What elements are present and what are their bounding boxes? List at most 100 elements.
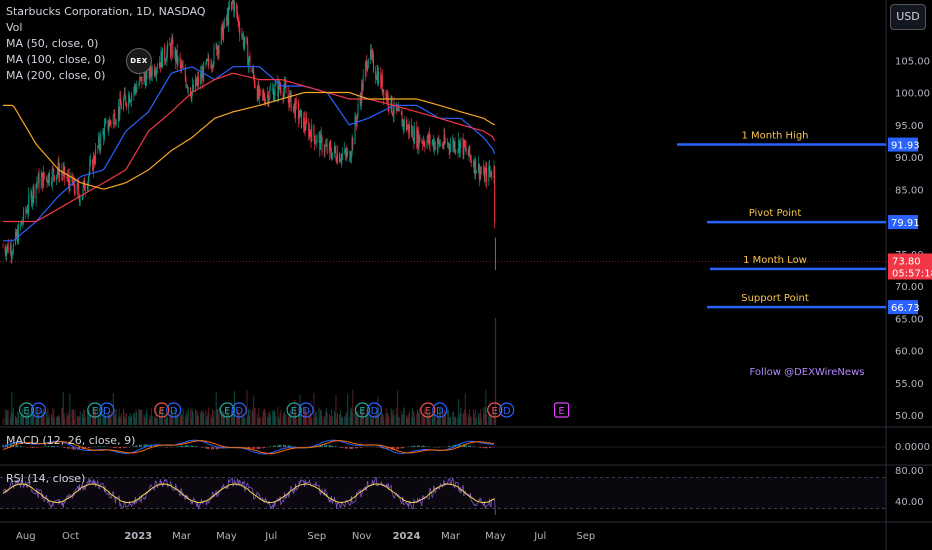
indicator-ma200[interactable]: MA (200, close, 0) [6, 69, 106, 82]
rsi-label[interactable]: RSI (14, close) [6, 472, 86, 485]
volume-bar [283, 412, 285, 425]
dividend-marker[interactable]: D [99, 402, 115, 418]
ma50-line[interactable] [3, 66, 496, 242]
volume-bar [460, 407, 462, 425]
candle-body [37, 182, 39, 184]
macd-histogram-bar [349, 447, 351, 449]
volume-bar [381, 413, 383, 425]
macd-label[interactable]: MACD (12, 26, close, 9) [6, 434, 136, 447]
earnings-marker[interactable]: E [354, 402, 371, 418]
candle-body [437, 138, 439, 146]
macd-histogram-bar [483, 447, 485, 449]
earnings-marker[interactable]: E [286, 402, 302, 418]
dividend-marker[interactable]: D [298, 402, 314, 418]
volume-bar [179, 407, 181, 425]
dividend-marker[interactable]: D [30, 402, 47, 418]
candle-body [325, 144, 327, 146]
symbol-title[interactable]: Starbucks Corporation, 1D, NASDAQ [6, 5, 206, 18]
macd-histogram-bar [196, 446, 198, 447]
volume-bar [392, 409, 394, 425]
dividend-marker[interactable]: D [166, 402, 182, 418]
dividend-marker[interactable]: D [432, 402, 448, 418]
candle-body [92, 155, 94, 171]
candle-body [175, 49, 177, 62]
candle-body [442, 146, 444, 147]
earnings-marker[interactable]: E [487, 402, 503, 418]
volume-bar [181, 414, 183, 425]
volume-bar [372, 415, 374, 425]
candle-body [234, 3, 236, 12]
macd-signal-line[interactable] [2, 440, 495, 454]
earnings-marker[interactable]: E [553, 402, 570, 418]
volume-bar [367, 410, 369, 425]
chart-legend: Starbucks Corporation, 1D, NASDAQ Vol MA… [6, 4, 206, 84]
volume-bar [433, 412, 435, 425]
macd-histogram-bar [252, 447, 254, 449]
volume-bar [429, 411, 431, 425]
indicator-vol[interactable]: Vol [6, 21, 23, 34]
macd-line[interactable] [2, 439, 495, 455]
volume-bar [25, 413, 27, 425]
earnings-marker[interactable]: E [420, 402, 436, 418]
macd-histogram-bar [478, 447, 480, 448]
volume-bar [483, 414, 485, 425]
price-tick: 50.00 [895, 411, 924, 422]
earnings-marker[interactable]: E [154, 402, 170, 418]
volume-bar [331, 408, 333, 425]
volume-bar [253, 395, 255, 425]
dividend-marker[interactable]: D [231, 402, 247, 418]
macd-histogram-bar [31, 447, 33, 448]
candle-body [102, 131, 104, 135]
volume-bar [197, 411, 199, 425]
volume-bar [69, 393, 71, 425]
candle-body [94, 162, 96, 164]
candle-body [320, 133, 322, 150]
macd-histogram-bar [20, 445, 22, 447]
candle-body [26, 210, 28, 213]
candle-body [411, 125, 413, 135]
rsi-ma-line[interactable] [2, 483, 495, 504]
volume-bar [359, 418, 361, 425]
volume-bar [136, 412, 138, 425]
volume-bar [5, 418, 7, 425]
indicator-ma100[interactable]: MA (100, close, 0) [6, 53, 106, 66]
macd-histogram-bar [486, 447, 488, 449]
candle-body [120, 105, 122, 110]
candle-body [81, 194, 83, 200]
candle-body [422, 141, 424, 144]
candle-body [469, 145, 471, 156]
candle-body [203, 63, 205, 82]
volume-bar [139, 409, 141, 425]
volume-bar [145, 409, 147, 425]
candle-body [220, 27, 222, 45]
rsi-line[interactable] [2, 476, 496, 516]
candle-body [371, 53, 373, 56]
volume-bar [174, 407, 176, 425]
currency-button[interactable]: USD [890, 4, 926, 30]
candle-body [108, 126, 110, 130]
earnings-marker[interactable]: E [18, 402, 35, 418]
candle-body [341, 154, 343, 161]
macd-histogram-bar [447, 446, 449, 447]
dividend-marker[interactable]: D [499, 402, 515, 418]
volume-bar [181, 416, 183, 425]
ma100-line[interactable] [3, 72, 496, 223]
dividend-marker[interactable]: D [366, 402, 383, 418]
earnings-marker[interactable]: E [87, 402, 103, 418]
candle-body [326, 144, 328, 153]
candle-body [123, 99, 125, 110]
volume-bar [367, 415, 369, 425]
ma200-line[interactable] [3, 91, 495, 190]
macd-histogram-bar [259, 447, 261, 449]
time-tick: Mar [172, 531, 192, 542]
macd-histogram-bar [206, 447, 208, 449]
volume-bar [314, 417, 316, 425]
earnings-marker[interactable]: E [219, 402, 235, 418]
volume-bar [270, 414, 272, 425]
indicator-ma50[interactable]: MA (50, close, 0) [6, 37, 99, 50]
candle-body [87, 177, 89, 187]
volume-bar [485, 389, 487, 425]
candle-body [433, 142, 435, 150]
volume-bar [58, 414, 60, 425]
